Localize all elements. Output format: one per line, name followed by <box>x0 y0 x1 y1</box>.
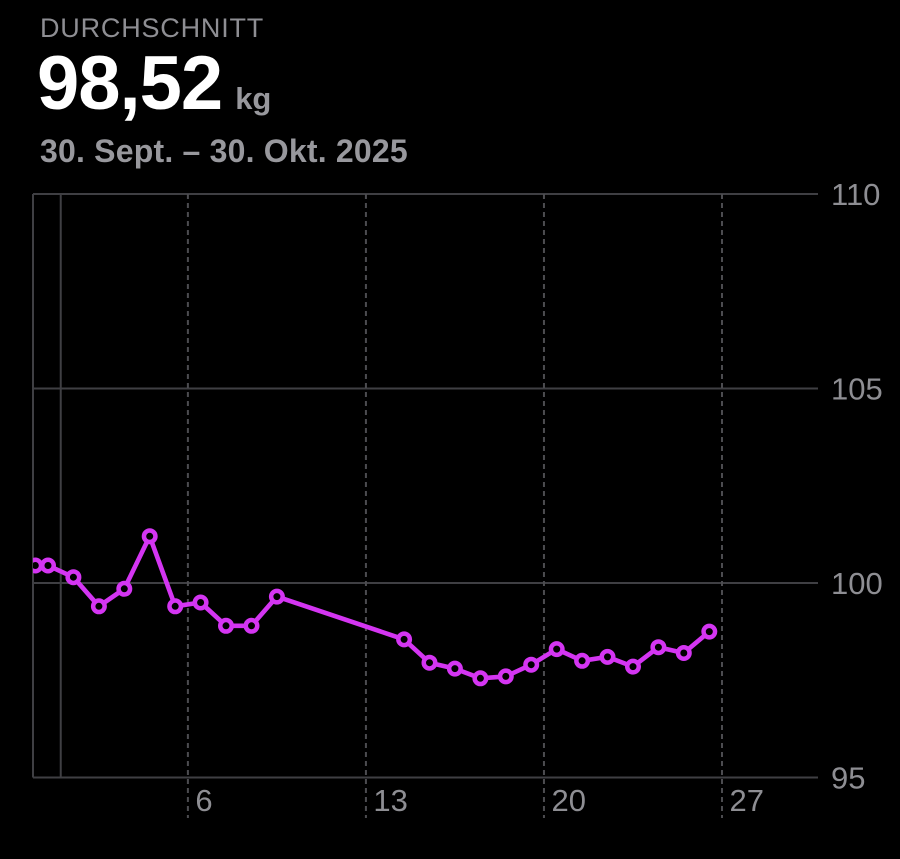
weight-data-point[interactable] <box>65 569 82 586</box>
weight-series[interactable] <box>30 528 718 687</box>
weight-data-point[interactable] <box>40 557 56 574</box>
weight-data-point[interactable] <box>675 645 692 661</box>
weight-data-point[interactable] <box>268 588 285 605</box>
weight-data-point[interactable] <box>167 598 184 615</box>
y-tick-label: 95 <box>831 761 865 796</box>
y-tick-label: 100 <box>831 566 883 601</box>
average-value-row: 98,52 kg <box>37 46 408 122</box>
weight-data-point[interactable] <box>650 639 667 656</box>
average-label: DURCHSCHNITT <box>40 13 265 43</box>
x-tick-label: 20 <box>551 783 585 818</box>
weight-data-point[interactable] <box>90 598 107 615</box>
average-unit: kg <box>235 81 272 117</box>
weight-data-point[interactable] <box>396 631 413 648</box>
weight-data-point[interactable] <box>599 648 616 665</box>
y-tick-label: 105 <box>831 372 883 407</box>
weight-data-point[interactable] <box>472 670 489 687</box>
weight-data-point[interactable] <box>192 594 209 611</box>
y-tick-label: 110 <box>831 177 880 212</box>
average-value: 98,52 <box>37 41 223 127</box>
weight-point-clipped-stub[interactable] <box>30 557 44 574</box>
weight-data-point[interactable] <box>548 641 565 658</box>
weight-data-point[interactable] <box>574 652 591 669</box>
x-tick-label: 6 <box>195 783 212 818</box>
weight-data-point[interactable] <box>243 617 260 634</box>
weight-data-point[interactable] <box>141 528 158 545</box>
chart-header: DURCHSCHNITT 98,52 kg 30. Sept. – 30. Ok… <box>37 12 408 170</box>
weight-data-point[interactable] <box>116 580 133 597</box>
weight-data-point[interactable] <box>497 668 514 685</box>
weight-data-point[interactable] <box>421 654 438 671</box>
weight-data-point[interactable] <box>701 623 718 640</box>
x-tick-label: 27 <box>729 783 763 818</box>
x-tick-label: 13 <box>373 783 407 818</box>
weight-data-point[interactable] <box>446 660 463 677</box>
date-range: 30. Sept. – 30. Okt. 2025 <box>40 133 408 170</box>
weight-data-point[interactable] <box>523 656 540 673</box>
weight-data-point[interactable] <box>625 658 641 675</box>
weight-data-point[interactable] <box>218 617 234 634</box>
